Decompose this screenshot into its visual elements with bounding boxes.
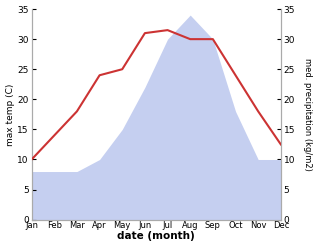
Y-axis label: max temp (C): max temp (C): [5, 83, 15, 145]
Y-axis label: med. precipitation (kg/m2): med. precipitation (kg/m2): [303, 58, 313, 171]
X-axis label: date (month): date (month): [117, 231, 195, 242]
